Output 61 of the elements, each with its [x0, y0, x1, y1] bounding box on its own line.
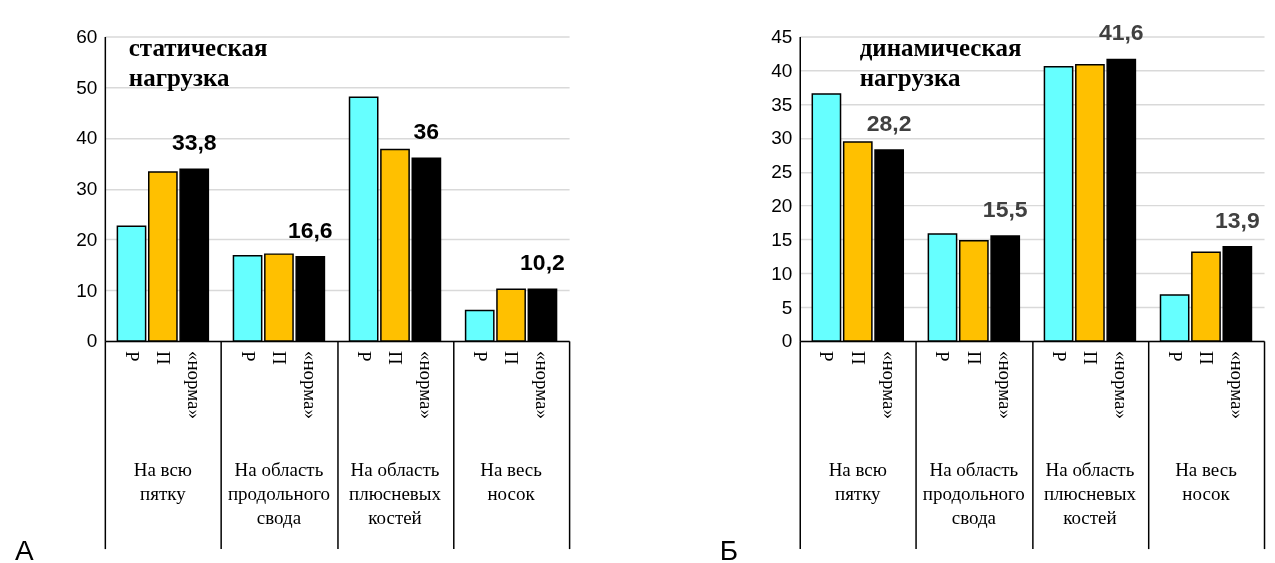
y-tick-label: 0: [781, 330, 793, 352]
text: П: [268, 350, 290, 365]
y-tick-label: 10: [771, 262, 793, 284]
text: П: [847, 350, 869, 365]
y-tick-label: 10: [76, 279, 98, 301]
x-tick-label: На весь носок: [480, 458, 543, 504]
text: Р: [1048, 350, 1070, 362]
y-tick-label: 45: [771, 25, 793, 47]
y-tick-label: 40: [771, 59, 793, 81]
text: П: [963, 350, 985, 365]
text: П: [501, 350, 523, 365]
text: статическая нагрузка: [128, 34, 268, 92]
y-tick-label: 60: [76, 25, 98, 47]
data-label: 13,9: [1215, 206, 1260, 233]
text: «норма»: [184, 350, 206, 420]
y-tick-label: 30: [771, 127, 793, 149]
y-tick-label: 20: [771, 195, 793, 217]
y-tick-label: 0: [86, 330, 98, 352]
data-label: 16,6: [287, 216, 333, 243]
text: Р: [816, 350, 838, 362]
text: Р: [932, 350, 954, 362]
y-tick-label: 25: [771, 161, 793, 183]
x-tick-label: На область плюсневых костей: [1043, 458, 1137, 528]
text: динамическая нагрузка: [859, 34, 1022, 92]
x-tick-label: На область плюсневых костей: [349, 458, 442, 528]
text: «норма»: [416, 350, 438, 420]
y-tick-label: 30: [76, 178, 98, 200]
y-tick-label: 50: [76, 76, 98, 98]
text: П: [1079, 350, 1101, 365]
x-tick-label: На весь носок: [1175, 458, 1238, 504]
text: «норма»: [995, 350, 1017, 420]
x-tick-label: На всю пятку: [133, 458, 193, 504]
text: «норма»: [1227, 350, 1249, 420]
text: Б: [719, 534, 739, 563]
text: П: [385, 350, 407, 365]
text: А: [14, 534, 34, 563]
y-tick-label: 15: [771, 228, 793, 250]
text: Р: [237, 350, 259, 362]
data-label: 10,2: [520, 249, 565, 276]
y-tick-label: 40: [76, 127, 98, 149]
y-tick-label: 20: [76, 228, 98, 250]
x-tick-label: На область продольного свода: [227, 458, 330, 528]
text: Р: [469, 350, 491, 362]
text: Р: [121, 350, 143, 362]
data-label: 15,5: [982, 196, 1028, 223]
text: П: [1195, 350, 1217, 365]
text: «норма»: [1111, 350, 1133, 420]
text: «норма»: [300, 350, 322, 420]
text: Р: [353, 350, 375, 362]
text: «норма»: [879, 350, 901, 420]
text: Р: [1164, 350, 1186, 362]
y-tick-label: 5: [781, 296, 793, 318]
data-label: 41,6: [1098, 19, 1144, 46]
data-label: 28,2: [866, 110, 912, 137]
text: «норма»: [532, 350, 554, 420]
x-tick-label: На всю пятку: [828, 458, 887, 504]
y-tick-label: 35: [771, 93, 793, 115]
x-tick-label: На область продольного свода: [922, 458, 1025, 528]
data-label: 36: [413, 118, 440, 145]
text: П: [152, 350, 174, 365]
data-label: 33,8: [171, 129, 217, 156]
